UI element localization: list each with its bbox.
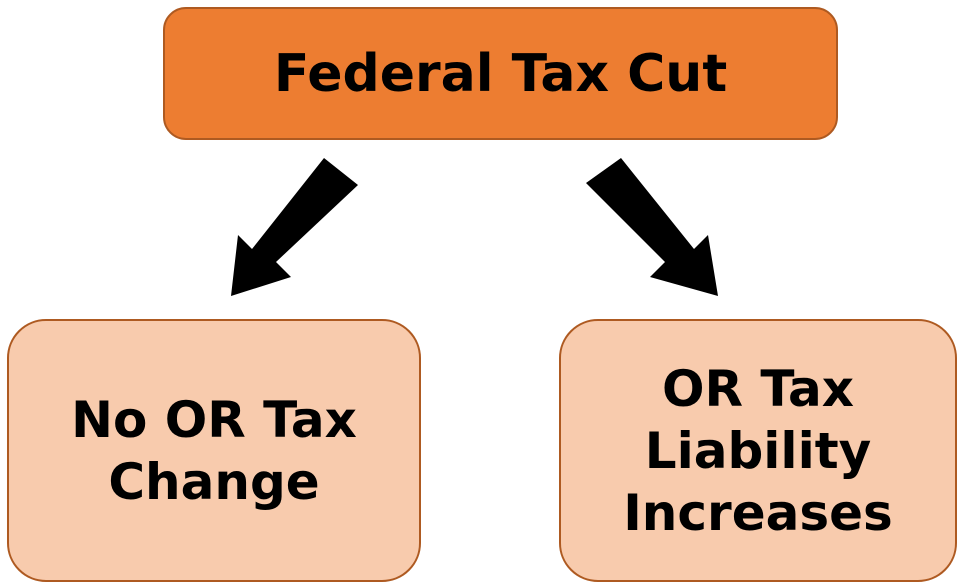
arrow-left bbox=[231, 158, 358, 296]
left-label: No OR Tax Change bbox=[71, 390, 357, 511]
root-label: Federal Tax Cut bbox=[273, 43, 728, 104]
left-box bbox=[7, 319, 421, 582]
right-box bbox=[559, 319, 957, 582]
arrow-right bbox=[586, 158, 718, 296]
root-box bbox=[163, 7, 838, 140]
right-label: OR Tax Liability Increases bbox=[623, 359, 893, 542]
